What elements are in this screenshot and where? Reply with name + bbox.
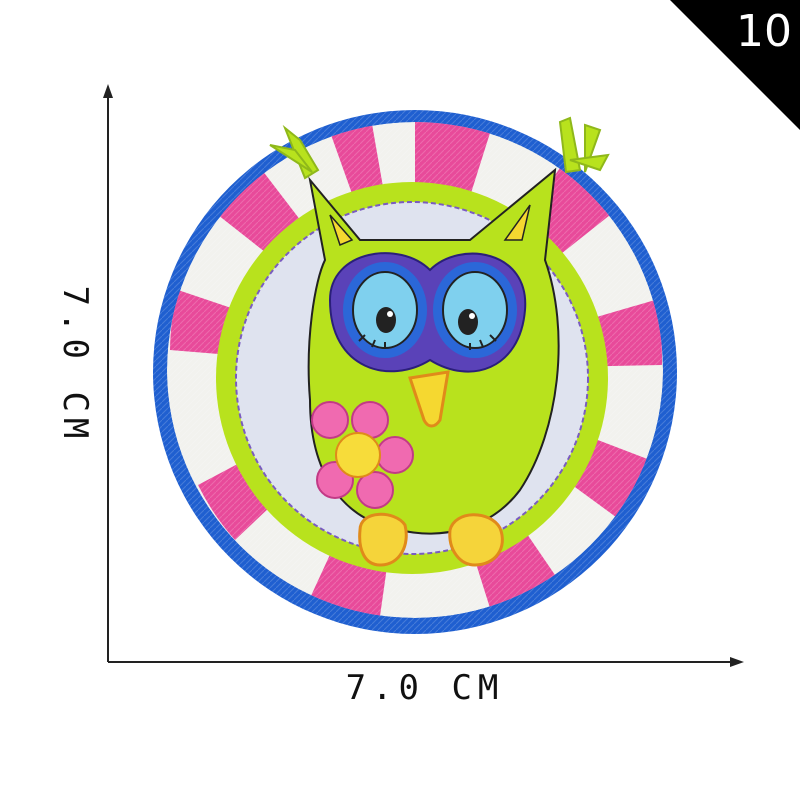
beak: [408, 370, 450, 428]
corner-badge: [670, 0, 800, 130]
width-label: 7.0 CM: [345, 668, 505, 708]
left-pupil: [376, 307, 396, 333]
left-foot: [358, 512, 408, 567]
right-foot: [448, 513, 504, 567]
owl-figure: [307, 167, 560, 567]
right-eye: [442, 271, 508, 349]
horizontal-axis-arrow-icon: [730, 657, 744, 667]
vertical-axis-arrow-icon: [103, 84, 113, 98]
flower: [311, 401, 414, 509]
right-pupil: [458, 309, 478, 335]
badge-triangle: [670, 0, 800, 130]
ribbon-tufts: [269, 116, 610, 180]
badge-number: 10: [736, 6, 792, 57]
